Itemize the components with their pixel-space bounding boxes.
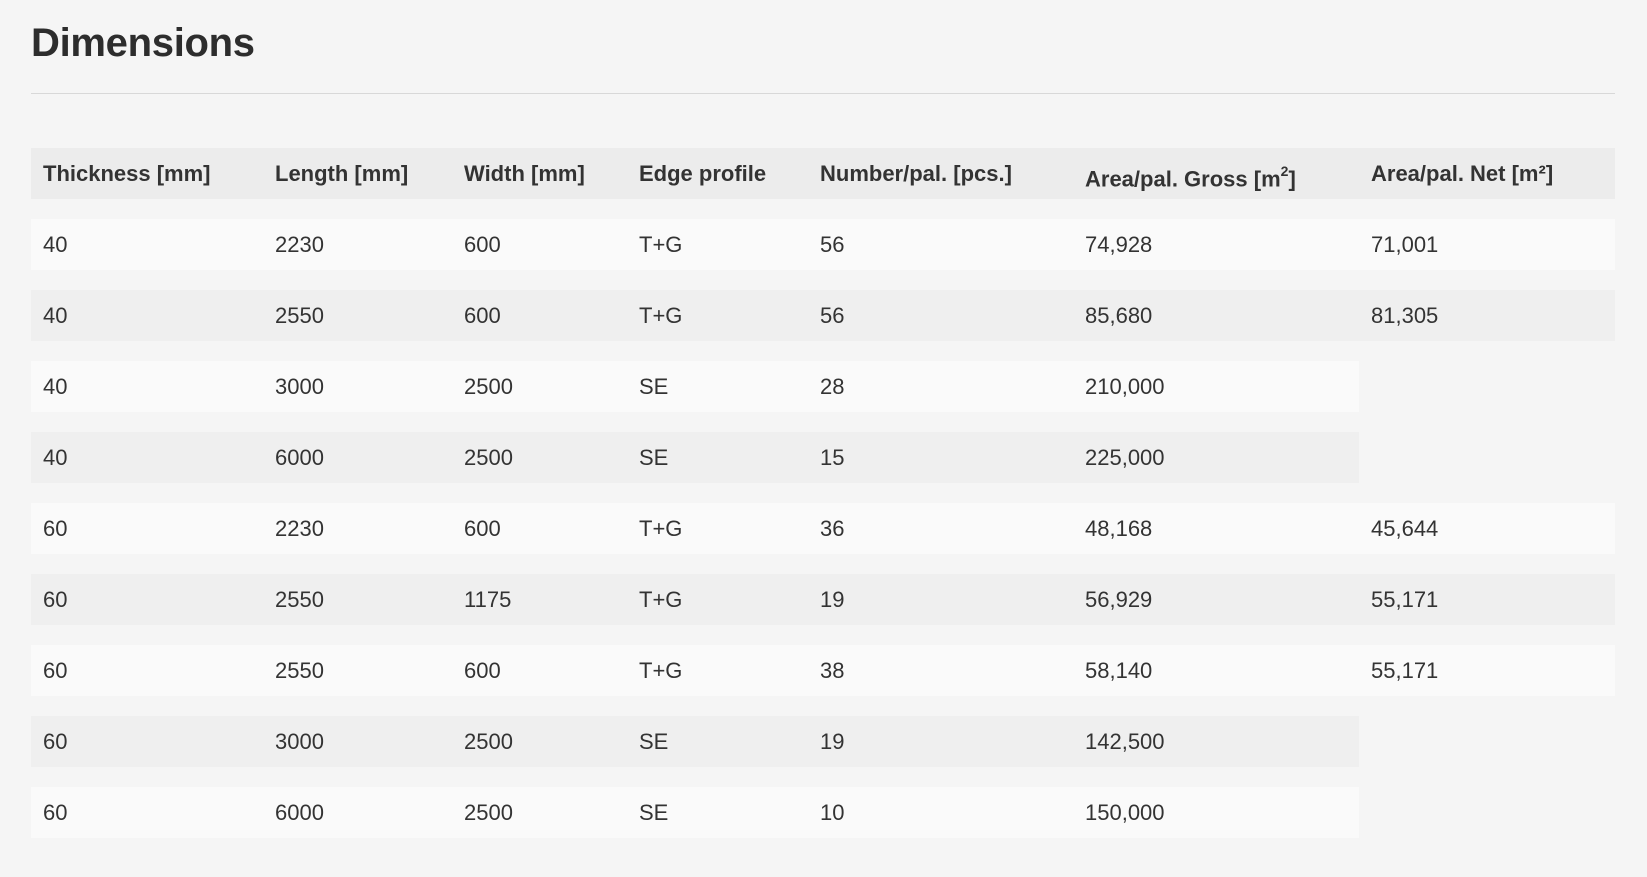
table-row: 60 2230 600 T+G 36 48,168 45,644 [31,503,1615,554]
cell-length: 2230 [275,516,324,541]
cell-number-per-pallet: 19 [820,729,845,754]
cell-width: 2500 [464,445,513,470]
cell-length: 2550 [275,587,324,612]
cell-edge-profile: T+G [639,232,683,257]
cell-area-net: 45,644 [1371,516,1439,541]
cell-edge-profile: T+G [639,658,683,683]
cell-area-gross: 74,928 [1085,232,1153,257]
table-body: 40 2230 600 T+G 56 74,928 71,001 40 2550 600 T+G 56… [31,219,1615,838]
cell-length: 3000 [275,374,324,399]
cell-number-per-pallet: 56 [820,303,845,328]
cell-number-per-pallet: 38 [820,658,845,683]
cell-number-per-pallet: 28 [820,374,845,399]
row-background [31,361,1359,412]
cell-thickness: 60 [43,800,68,825]
header-row-background [31,148,1615,199]
cell-area-net: 55,171 [1371,658,1439,683]
header-area-gross-suffix: ] [1288,166,1296,192]
row-background [31,432,1359,483]
header-area-gross-text: Area/pal. Gross [m [1085,166,1281,192]
cell-length: 2230 [275,232,324,257]
table-row: 40 2230 600 T+G 56 74,928 71,001 [31,219,1615,270]
table-row: 60 3000 2500 SE 19 142,500 [31,716,1615,767]
cell-thickness: 40 [43,232,68,257]
cell-area-gross: 150,000 [1085,800,1165,825]
cell-width: 2500 [464,800,513,825]
cell-edge-profile: SE [639,729,669,754]
cell-number-per-pallet: 10 [820,800,845,825]
cell-number-per-pallet: 36 [820,516,845,541]
header-edge-profile: Edge profile [639,161,767,186]
cell-edge-profile: SE [639,445,669,470]
cell-length: 2550 [275,303,324,328]
cell-area-net: 81,305 [1371,303,1439,328]
cell-width: 1175 [464,587,512,612]
table-row: 40 3000 2500 SE 28 210,000 [31,361,1615,412]
header-number-per-pallet: Number/pal. [pcs.] [820,161,1012,186]
header-thickness: Thickness [mm] [43,161,211,186]
cell-edge-profile: SE [639,800,669,825]
cell-edge-profile: T+G [639,303,683,328]
cell-width: 2500 [464,729,513,754]
cell-area-gross: 225,000 [1085,445,1165,470]
cell-area-gross: 48,168 [1085,516,1153,541]
table-header-row: Thickness [mm] Length [mm] Width [mm] Ed… [31,148,1615,199]
row-background [31,645,1615,696]
row-background [31,290,1615,341]
cell-area-gross: 210,000 [1085,374,1165,399]
cell-length: 3000 [275,729,324,754]
cell-area-gross: 58,140 [1085,658,1153,683]
table-row: 40 2550 600 T+G 56 85,680 81,305 [31,290,1615,341]
header-length: Length [mm] [275,161,409,186]
cell-width: 600 [464,516,501,541]
title-divider [31,93,1615,94]
cell-thickness: 60 [43,729,68,754]
cell-edge-profile: SE [639,374,669,399]
header-width: Width [mm] [464,161,585,186]
cell-area-net: 71,001 [1371,232,1439,257]
header-area-gross: Area/pal. Gross [m2] [1073,148,1296,199]
cell-area-gross: 142,500 [1085,729,1165,754]
table-row: 60 2550 600 T+G 38 58,140 55,171 [31,645,1615,696]
row-background [31,574,1615,625]
cell-thickness: 40 [43,374,68,399]
page-title: Dimensions [31,21,255,65]
cell-edge-profile: T+G [639,516,683,541]
cell-area-gross: 85,680 [1085,303,1153,328]
table-row: 40 6000 2500 SE 15 225,000 [31,432,1615,483]
cell-length: 6000 [275,445,324,470]
cell-area-net: 55,171 [1371,587,1439,612]
cell-width: 600 [464,303,501,328]
cell-number-per-pallet: 56 [820,232,845,257]
cell-thickness: 40 [43,445,68,470]
row-background [31,787,1359,838]
cell-length: 6000 [275,800,324,825]
table-row: 60 2550 1175 T+G 19 56,929 55,171 [31,574,1615,625]
cell-number-per-pallet: 19 [820,587,845,612]
cell-number-per-pallet: 15 [820,445,845,470]
row-background [31,716,1359,767]
cell-thickness: 60 [43,658,68,683]
cell-area-gross: 56,929 [1085,587,1153,612]
header-area-gross-superscript: 2 [1280,163,1289,179]
cell-thickness: 60 [43,587,68,612]
cell-width: 2500 [464,374,513,399]
cell-thickness: 60 [43,516,68,541]
row-background [31,219,1615,270]
cell-edge-profile: T+G [639,587,683,612]
header-area-net: Area/pal. Net [m²] [1371,161,1554,186]
dimensions-table: Thickness [mm] Length [mm] Width [mm] Ed… [31,148,1615,858]
table-row: 60 6000 2500 SE 10 150,000 [31,787,1615,838]
cell-length: 2550 [275,658,324,683]
cell-thickness: 40 [43,303,68,328]
row-background [31,503,1615,554]
cell-width: 600 [464,658,501,683]
cell-width: 600 [464,232,501,257]
